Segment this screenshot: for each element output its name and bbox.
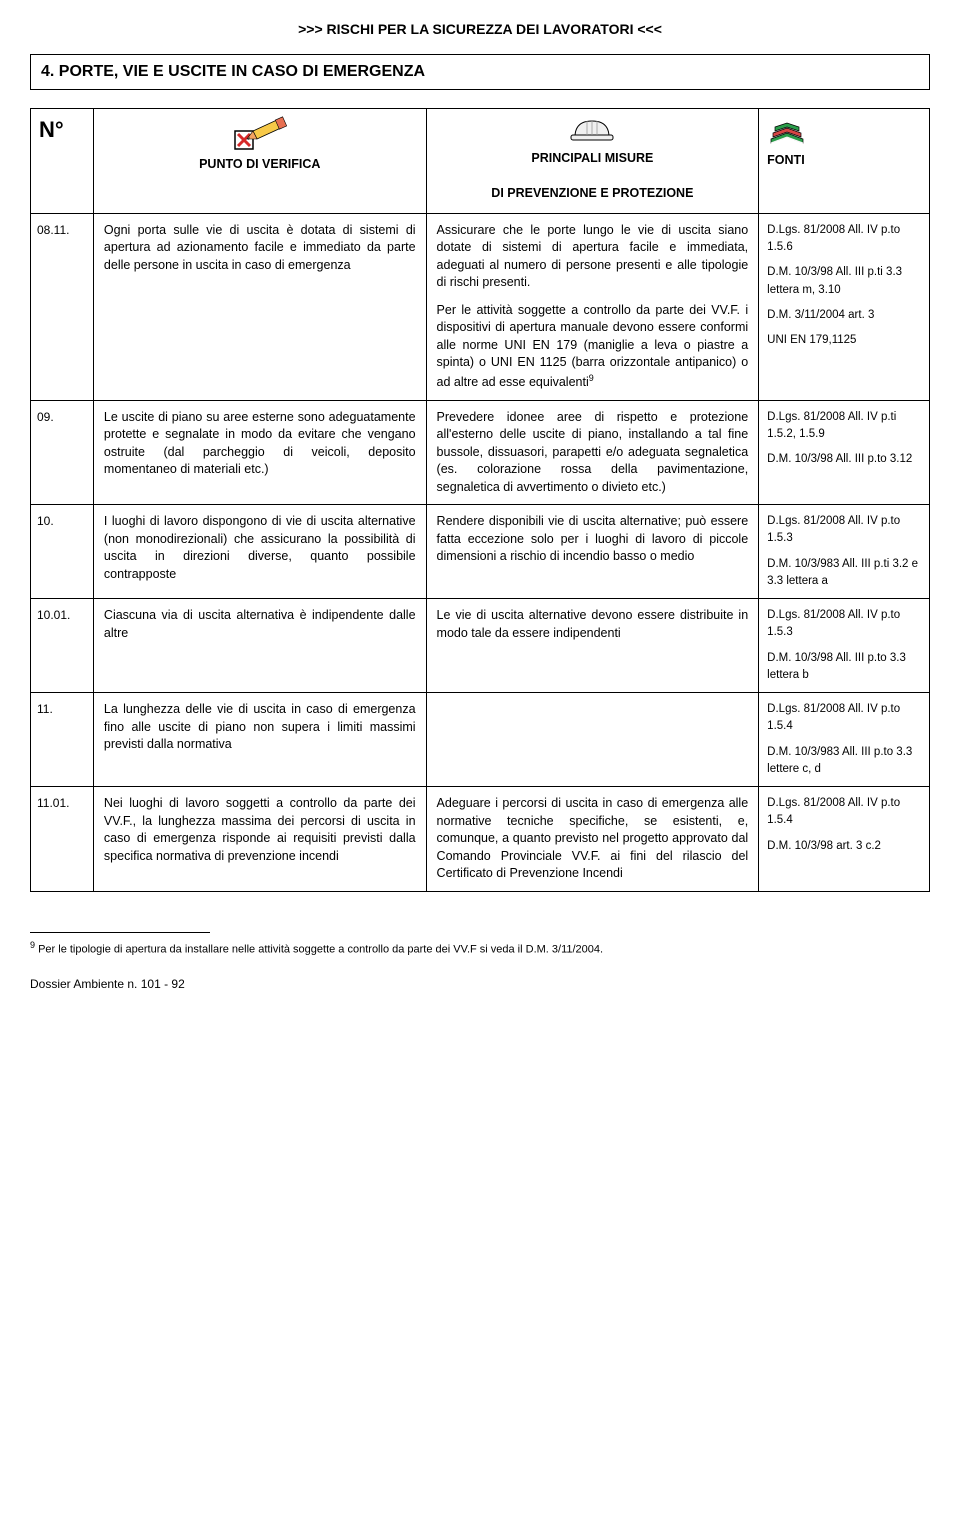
row-misure: Le vie di uscita alternative devono esse… xyxy=(426,599,759,693)
row-fonti: D.Lgs. 81/2008 All. IV p.to 1.5.4 D.M. 1… xyxy=(759,693,930,787)
row-punto: Ogni porta sulle vie di uscita è dotata … xyxy=(93,213,426,400)
row-misure: Prevedere idonee aree di rispetto e prot… xyxy=(426,400,759,505)
footnote-separator xyxy=(30,932,210,933)
row-misure: Adeguare i percorsi di uscita in caso di… xyxy=(426,787,759,892)
helmet-icon xyxy=(569,115,615,151)
books-icon xyxy=(767,115,807,153)
footnote-text: Per le tipologie di apertura da installa… xyxy=(35,943,603,955)
page-pre-title: >>> RISCHI PER LA SICUREZZA DEI LAVORATO… xyxy=(30,20,930,40)
row-num: 10.01. xyxy=(31,599,94,693)
col-header-misure: PRINCIPALI MISURE DI PREVENZIONE E PROTE… xyxy=(426,108,759,213)
col-header-n: N° xyxy=(31,108,94,213)
row-misure: Rendere disponibili vie di uscita altern… xyxy=(426,505,759,599)
footnote-ref: 9 xyxy=(589,373,594,383)
col-header-misure-line2: DI PREVENZIONE E PROTEZIONE xyxy=(491,185,693,203)
col-header-punto-label: PUNTO DI VERIFICA xyxy=(199,156,320,174)
row-misure: Assicurare che le porte lungo le vie di … xyxy=(426,213,759,400)
row-num: 08.11. xyxy=(31,213,94,400)
pencil-checkbox-icon xyxy=(233,115,287,157)
col-header-misure-line1: PRINCIPALI MISURE xyxy=(531,150,653,168)
row-punto: Nei luoghi di lavoro soggetti a controll… xyxy=(93,787,426,892)
col-header-fonti: FONTI xyxy=(759,108,930,213)
col-header-fonti-label: FONTI xyxy=(767,152,805,170)
row-punto: La lunghezza delle vie di uscita in caso… xyxy=(93,693,426,787)
row-fonti: D.Lgs. 81/2008 All. IV p.to 1.5.3 D.M. 1… xyxy=(759,599,930,693)
table-row: 10. I luoghi di lavoro dispongono di vie… xyxy=(31,505,930,599)
page-footer: Dossier Ambiente n. 101 - 92 xyxy=(30,976,930,993)
row-punto: Le uscite di piano su aree esterne sono … xyxy=(93,400,426,505)
row-punto: I luoghi di lavoro dispongono di vie di … xyxy=(93,505,426,599)
table-row: 10.01. Ciascuna via di uscita alternativ… xyxy=(31,599,930,693)
table-header-row: N° PUNTO DI VERIFICA xyxy=(31,108,930,213)
col-header-punto: PUNTO DI VERIFICA xyxy=(93,108,426,213)
section-title: 4. PORTE, VIE E USCITE IN CASO DI EMERGE… xyxy=(30,54,930,90)
row-num: 09. xyxy=(31,400,94,505)
row-num: 10. xyxy=(31,505,94,599)
table-row: 11.01. Nei luoghi di lavoro soggetti a c… xyxy=(31,787,930,892)
row-fonti: D.Lgs. 81/2008 All. IV p.ti 1.5.2, 1.5.9… xyxy=(759,400,930,505)
table-row: 09. Le uscite di piano su aree esterne s… xyxy=(31,400,930,505)
row-fonti: D.Lgs. 81/2008 All. IV p.to 1.5.6 D.M. 1… xyxy=(759,213,930,400)
risk-table: N° PUNTO DI VERIFICA xyxy=(30,108,930,892)
row-fonti: D.Lgs. 81/2008 All. IV p.to 1.5.4 D.M. 1… xyxy=(759,787,930,892)
row-misure xyxy=(426,693,759,787)
footnote: 9 Per le tipologie di apertura da instal… xyxy=(30,939,930,958)
row-num: 11.01. xyxy=(31,787,94,892)
row-fonti: D.Lgs. 81/2008 All. IV p.to 1.5.3 D.M. 1… xyxy=(759,505,930,599)
row-num: 11. xyxy=(31,693,94,787)
table-row: 08.11. Ogni porta sulle vie di uscita è … xyxy=(31,213,930,400)
row-punto: Ciascuna via di uscita alternativa è ind… xyxy=(93,599,426,693)
table-row: 11. La lunghezza delle vie di uscita in … xyxy=(31,693,930,787)
